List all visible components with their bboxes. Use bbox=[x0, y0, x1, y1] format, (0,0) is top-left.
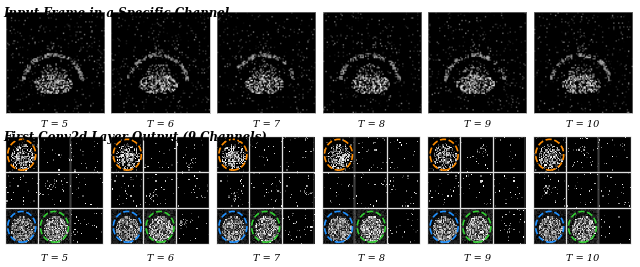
Text: T = 7: T = 7 bbox=[253, 254, 280, 263]
Text: T = 6: T = 6 bbox=[147, 120, 174, 129]
Text: T = 9: T = 9 bbox=[464, 254, 491, 263]
Text: Input Frame in a Specific Channel: Input Frame in a Specific Channel bbox=[3, 7, 230, 20]
Text: T = 9: T = 9 bbox=[464, 120, 491, 129]
Text: First Conv2d Layer Output (9 Channels): First Conv2d Layer Output (9 Channels) bbox=[3, 131, 267, 144]
Text: T = 6: T = 6 bbox=[147, 254, 174, 263]
Text: T = 5: T = 5 bbox=[42, 120, 68, 129]
Text: T = 10: T = 10 bbox=[566, 120, 600, 129]
Text: T = 10: T = 10 bbox=[566, 254, 600, 263]
Text: T = 8: T = 8 bbox=[358, 254, 385, 263]
Text: T = 7: T = 7 bbox=[253, 120, 280, 129]
Text: T = 8: T = 8 bbox=[358, 120, 385, 129]
Text: T = 5: T = 5 bbox=[42, 254, 68, 263]
